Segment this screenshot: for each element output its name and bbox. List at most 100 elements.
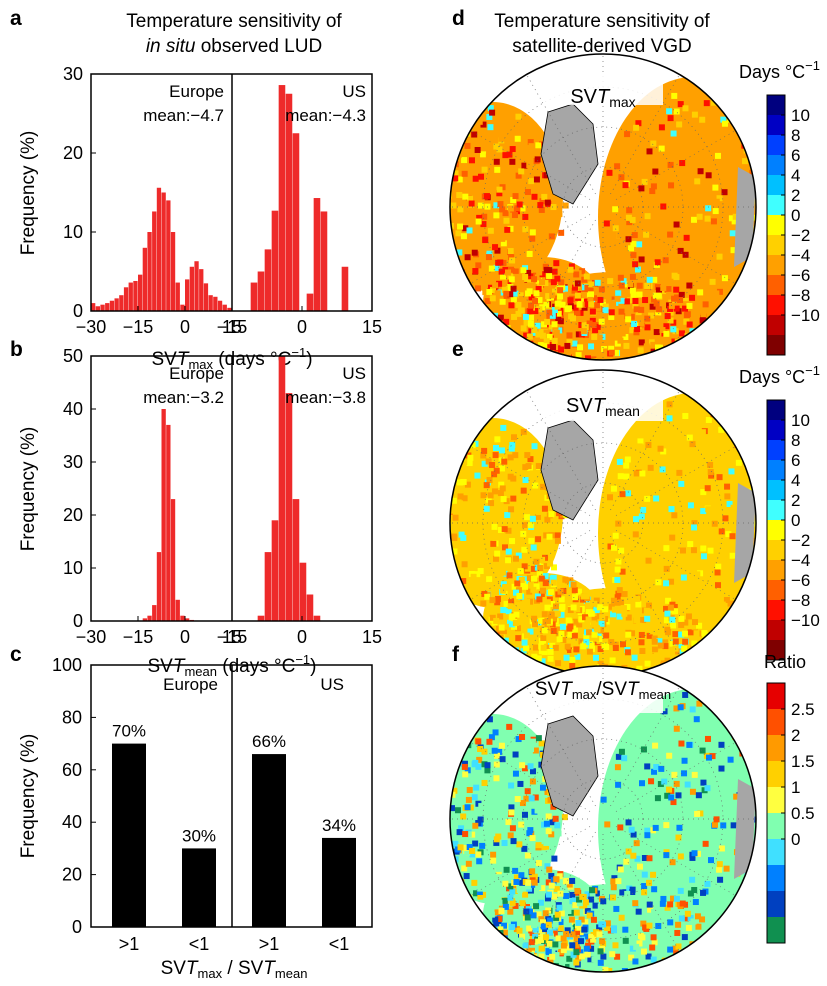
map-cell bbox=[527, 522, 534, 529]
panel-a-us-mean: mean:−4.3 bbox=[285, 106, 366, 125]
map-cell bbox=[691, 640, 698, 647]
colorbar-swatch bbox=[767, 420, 785, 441]
map-cell bbox=[514, 262, 521, 269]
colorbar-swatch bbox=[767, 580, 785, 601]
map-cell bbox=[706, 946, 713, 953]
map-cell bbox=[701, 653, 708, 660]
map-cell bbox=[527, 139, 534, 146]
map-cell bbox=[532, 963, 539, 970]
map-cell bbox=[590, 322, 597, 329]
map-cell bbox=[499, 206, 506, 213]
map-cell bbox=[532, 794, 539, 801]
tibet-shape bbox=[734, 167, 756, 267]
map-cell bbox=[456, 249, 463, 256]
map-cell bbox=[748, 306, 755, 313]
map-cell bbox=[508, 782, 515, 789]
map-cell bbox=[628, 954, 635, 961]
panel-b-us-bar bbox=[306, 594, 314, 621]
map-cell bbox=[548, 882, 555, 889]
map-cell bbox=[509, 146, 516, 153]
map-cell bbox=[687, 671, 694, 676]
map-cell bbox=[554, 300, 561, 307]
panel-c-europe-label: Europe bbox=[163, 675, 218, 694]
map-cell bbox=[507, 908, 514, 915]
map-cell bbox=[652, 319, 659, 326]
map-cell bbox=[728, 468, 735, 475]
greenland-shape bbox=[540, 419, 599, 521]
map-cell bbox=[637, 438, 644, 445]
map-cell bbox=[584, 895, 591, 902]
map-cell bbox=[665, 597, 672, 604]
map-cell bbox=[477, 567, 484, 574]
map-cell bbox=[713, 587, 720, 594]
map-cell bbox=[685, 613, 692, 620]
map-cell bbox=[487, 227, 494, 234]
panel-a-europe-mean: mean:−4.7 bbox=[143, 106, 224, 125]
map-cell bbox=[535, 735, 542, 742]
map-cell bbox=[717, 175, 724, 182]
map-cell bbox=[588, 281, 595, 288]
map-cell bbox=[607, 927, 614, 934]
map-cell bbox=[501, 840, 508, 847]
map-cell bbox=[546, 929, 553, 936]
map-cell bbox=[694, 571, 701, 578]
map-cell bbox=[606, 169, 613, 176]
map-cell bbox=[502, 903, 509, 910]
map-cell bbox=[697, 669, 704, 676]
map-cell bbox=[495, 731, 502, 738]
map-cell bbox=[687, 659, 694, 666]
map-cell bbox=[759, 885, 765, 891]
map-cell bbox=[626, 207, 633, 214]
map-cell bbox=[458, 566, 465, 573]
map-cell bbox=[616, 613, 623, 620]
panel-letter-a: a bbox=[10, 7, 22, 30]
map-cell bbox=[587, 284, 594, 291]
map-cell bbox=[640, 617, 647, 624]
map-cell bbox=[682, 619, 689, 626]
map-cell bbox=[507, 225, 514, 232]
map-cell bbox=[557, 293, 564, 300]
panel-a-xtick-label: −15 bbox=[123, 317, 154, 337]
map-cell bbox=[689, 876, 696, 883]
map-cell bbox=[608, 603, 615, 610]
map-cell bbox=[713, 965, 720, 972]
map-cell bbox=[614, 764, 621, 771]
map-cell bbox=[749, 142, 756, 149]
map-cell bbox=[622, 926, 629, 933]
map-cell bbox=[520, 267, 527, 274]
map-cell bbox=[618, 599, 625, 606]
map-cell bbox=[619, 330, 626, 337]
map-cell bbox=[462, 831, 469, 838]
map-cell bbox=[599, 614, 606, 621]
map-cell bbox=[515, 552, 522, 559]
map-cell bbox=[559, 623, 566, 630]
panel-c-ylabel: Frequency (%) bbox=[18, 734, 39, 859]
map-cell bbox=[457, 278, 464, 285]
map-cell bbox=[600, 796, 607, 803]
map-cell bbox=[638, 639, 645, 646]
map-cell bbox=[658, 145, 665, 152]
map-cell bbox=[462, 125, 469, 132]
map-cell bbox=[566, 618, 573, 625]
map-cell bbox=[651, 939, 658, 946]
map-cell bbox=[577, 298, 584, 305]
map-cell bbox=[656, 306, 663, 313]
map-cell bbox=[669, 359, 676, 360]
map-cell bbox=[641, 204, 648, 211]
map-cell bbox=[647, 464, 654, 471]
map-cell bbox=[754, 488, 756, 495]
map-cell bbox=[663, 974, 669, 980]
map-cell bbox=[633, 329, 640, 336]
map-cell bbox=[524, 452, 531, 459]
map-cell bbox=[496, 748, 503, 755]
map-cell bbox=[626, 885, 633, 892]
map-cell bbox=[434, 163, 440, 169]
map-cell bbox=[450, 744, 452, 751]
map-cell bbox=[503, 318, 510, 325]
map-cell bbox=[651, 370, 657, 376]
map-cell bbox=[641, 883, 648, 890]
map-cell bbox=[484, 203, 491, 210]
map-cell bbox=[555, 660, 562, 667]
map-cell bbox=[529, 856, 536, 863]
